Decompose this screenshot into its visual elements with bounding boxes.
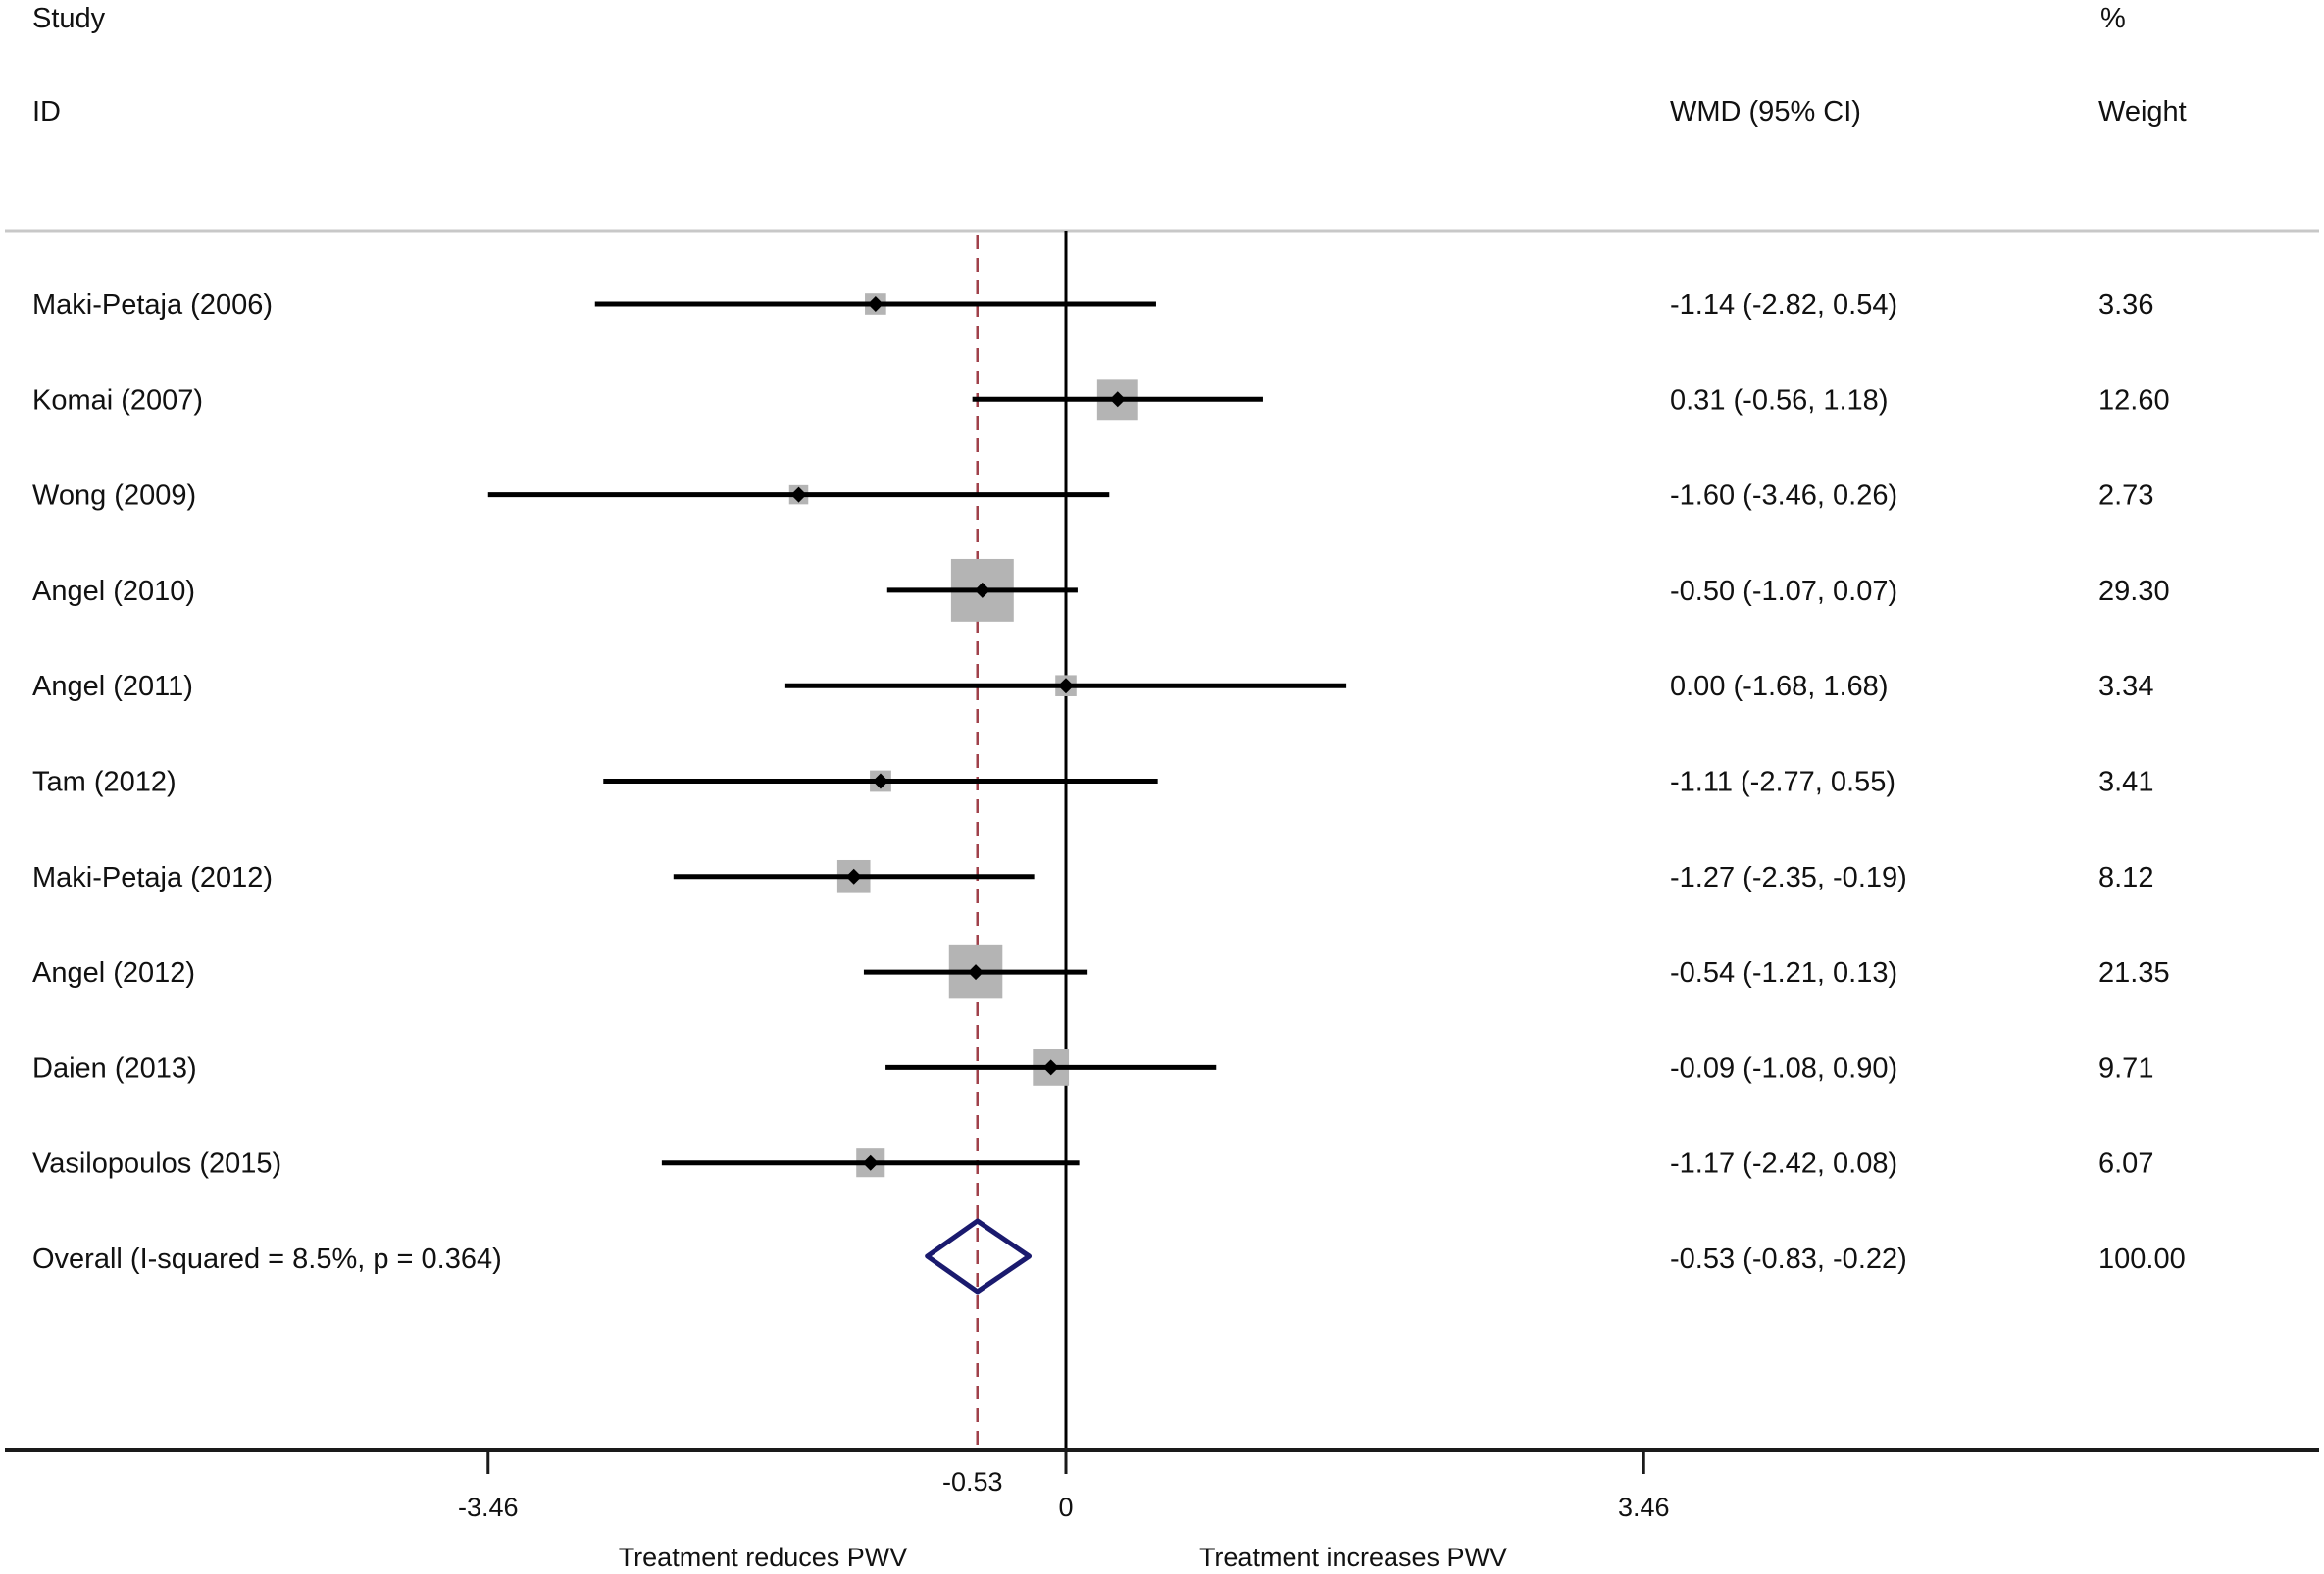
weight-text: 6.07: [2098, 1148, 2153, 1180]
overall-diamond: [925, 1218, 1033, 1295]
study-row: Maki-Petaja (2012) -1.27 (-2.35, -0.19) 8.…: [32, 859, 2153, 893]
point-estimate: [1109, 391, 1126, 408]
weight-text: 3.34: [2098, 671, 2153, 702]
study-row: Komai (2007) 0.31 (-0.56, 1.18) 12.60: [32, 379, 2170, 421]
header-wmd: WMD (95% CI): [1670, 96, 1861, 127]
x-tick-label: 0: [1058, 1493, 1073, 1522]
study-row: Wong (2009) -1.60 (-3.46, 0.26) 2.73: [32, 481, 2153, 512]
point-estimate: [1042, 1059, 1059, 1076]
point-estimate: [1058, 678, 1074, 694]
point-estimate: [867, 296, 884, 312]
overall-label: Overall (I-squared = 8.5%, p = 0.364): [32, 1244, 502, 1275]
overall-row: Overall (I-squared = 8.5%, p = 0.364) -0…: [32, 1218, 2186, 1295]
study-label: Komai (2007): [32, 384, 203, 416]
weight-text: 3.36: [2098, 289, 2153, 321]
study-row: Angel (2012) -0.54 (-1.21, 0.13) 21.35: [32, 944, 2170, 999]
weight-text: 9.71: [2098, 1052, 2153, 1084]
study-label: Maki-Petaja (2006): [32, 289, 273, 321]
weight-text: 8.12: [2098, 862, 2153, 893]
weight-text: 3.41: [2098, 767, 2153, 798]
ci-text: -1.14 (-2.82, 0.54): [1670, 289, 1897, 321]
study-label: Angel (2012): [32, 957, 195, 989]
ci-text: -0.54 (-1.21, 0.13): [1670, 957, 1897, 989]
weight-text: 12.60: [2098, 384, 2170, 416]
point-estimate: [790, 486, 807, 503]
header-percent: %: [2100, 3, 2126, 34]
ci-text: -0.09 (-1.08, 0.90): [1670, 1052, 1897, 1084]
point-estimate: [845, 868, 862, 885]
study-row: Tam (2012) -1.11 (-2.77, 0.55) 3.41: [32, 767, 2153, 798]
right-direction-label: Treatment increases PWV: [1199, 1543, 1507, 1572]
x-axis-ticks: -3.46 0 3.46: [458, 1450, 1670, 1522]
study-label: Angel (2011): [32, 671, 193, 702]
ci-text: -0.50 (-1.07, 0.07): [1670, 576, 1897, 607]
header-study: Study: [32, 3, 106, 34]
x-tick-label: 3.46: [1618, 1493, 1670, 1522]
study-label: Vasilopoulos (2015): [32, 1148, 281, 1180]
ci-text: 0.31 (-0.56, 1.18): [1670, 384, 1888, 416]
ci-text: 0.00 (-1.68, 1.68): [1670, 671, 1888, 702]
overall-value-axis-label: -0.53: [942, 1467, 1003, 1497]
ci-text: -1.11 (-2.77, 0.55): [1670, 767, 1895, 798]
study-row: Daien (2013) -0.09 (-1.08, 0.90) 9.71: [32, 1049, 2153, 1086]
weight-text: 21.35: [2098, 957, 2170, 989]
study-label: Maki-Petaja (2012): [32, 862, 273, 893]
weight-text: 2.73: [2098, 481, 2153, 512]
study-label: Angel (2010): [32, 576, 195, 607]
study-rows: Maki-Petaja (2006) -1.14 (-2.82, 0.54) 3.3…: [32, 289, 2170, 1180]
study-label: Tam (2012): [32, 767, 177, 798]
x-tick-label: -3.46: [458, 1493, 519, 1522]
overall-weight-text: 100.00: [2098, 1244, 2186, 1275]
study-row: Maki-Petaja (2006) -1.14 (-2.82, 0.54) 3.3…: [32, 289, 2153, 321]
point-estimate: [872, 773, 888, 789]
study-label: Daien (2013): [32, 1052, 197, 1084]
ci-text: -1.60 (-3.46, 0.26): [1670, 481, 1897, 512]
study-label: Wong (2009): [32, 481, 196, 512]
study-row: Angel (2010) -0.50 (-1.07, 0.07) 29.30: [32, 558, 2170, 622]
header-weight: Weight: [2098, 96, 2187, 127]
ci-text: -1.27 (-2.35, -0.19): [1670, 862, 1907, 893]
weight-text: 29.30: [2098, 576, 2170, 607]
point-estimate: [968, 964, 985, 981]
overall-ci-text: -0.53 (-0.83, -0.22): [1670, 1244, 1907, 1275]
header-id: ID: [32, 96, 61, 127]
point-estimate: [974, 582, 990, 598]
study-row: Vasilopoulos (2015) -1.17 (-2.42, 0.08) 6.…: [32, 1148, 2153, 1180]
left-direction-label: Treatment reduces PWV: [619, 1543, 908, 1572]
study-row: Angel (2011) 0.00 (-1.68, 1.68) 3.34: [32, 671, 2153, 702]
ci-text: -1.17 (-2.42, 0.08): [1670, 1148, 1897, 1180]
point-estimate: [862, 1154, 879, 1171]
